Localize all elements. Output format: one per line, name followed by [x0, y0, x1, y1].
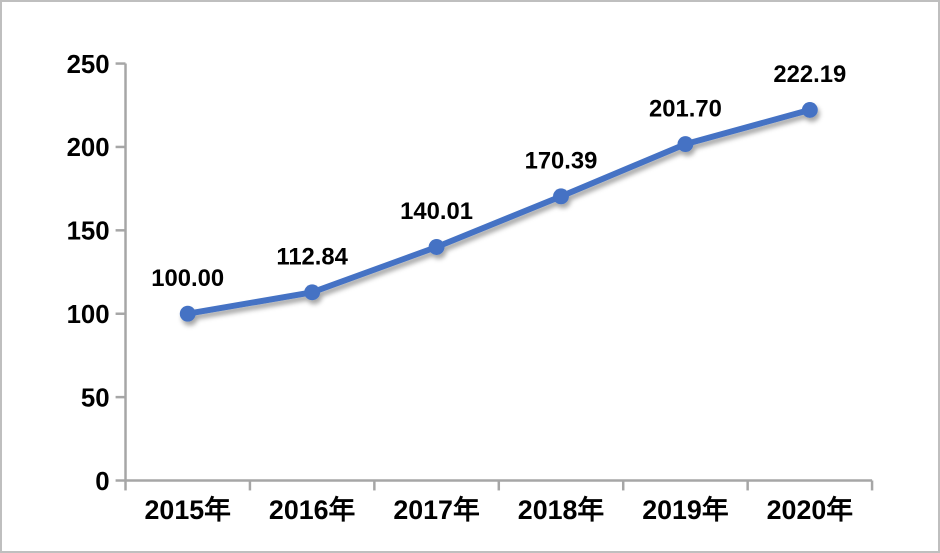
data-point-label: 112.84: [276, 244, 348, 271]
data-point-marker: [801, 101, 818, 118]
y-tick-label: 250: [67, 51, 110, 79]
x-category-label: 2018年: [518, 494, 605, 525]
data-point-label: 201.70: [649, 95, 722, 122]
y-tick-label: 150: [67, 218, 110, 246]
data-point-marker: [304, 284, 321, 301]
x-category-label: 2015年: [145, 494, 232, 525]
y-tick-label: 50: [81, 384, 110, 412]
x-category-label: 2017年: [393, 494, 480, 525]
x-category-label: 2020年: [767, 494, 854, 525]
data-point-marker: [179, 305, 196, 322]
series-group: [179, 101, 818, 322]
y-tick-label: 100: [67, 301, 110, 329]
data-point-marker: [553, 188, 569, 205]
data-point-marker: [428, 239, 445, 255]
x-category-label: 2019年: [642, 494, 729, 525]
data-point-label: 170.39: [525, 148, 598, 175]
data-point-marker: [677, 136, 694, 153]
data-point-label: 222.19: [773, 61, 846, 88]
y-tick-label: 0: [95, 468, 109, 496]
data-point-label: 140.01: [400, 198, 473, 225]
data-point-label: 100.00: [151, 265, 224, 292]
y-tick-label: 200: [67, 134, 110, 162]
data-line: [184, 106, 813, 317]
x-category-label: 2016年: [269, 494, 356, 525]
